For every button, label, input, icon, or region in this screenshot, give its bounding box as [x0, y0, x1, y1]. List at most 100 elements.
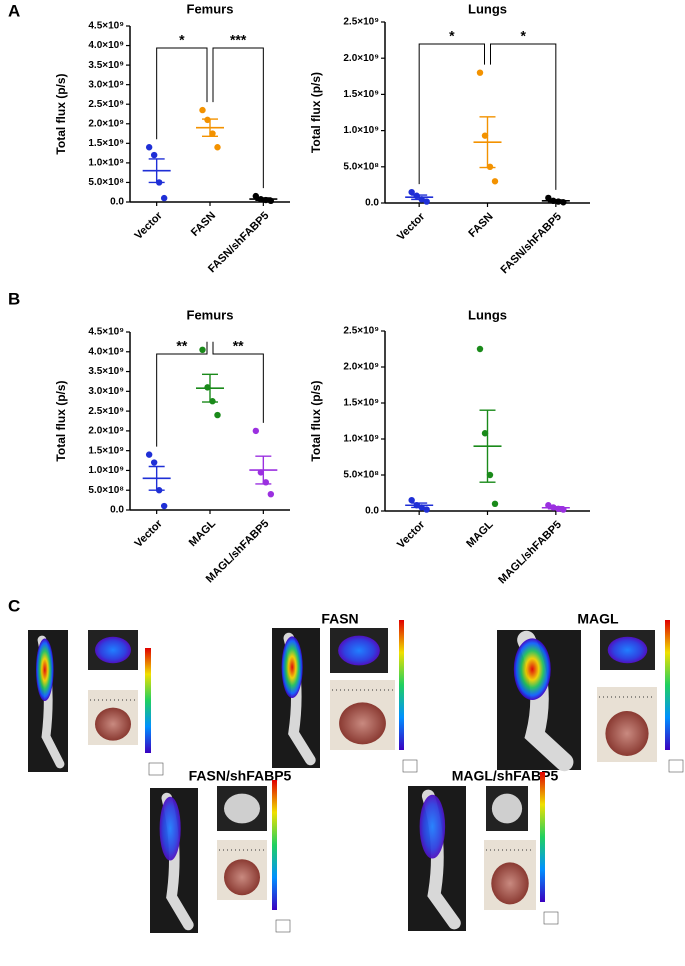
organ [224, 793, 260, 824]
error-bar [411, 502, 428, 509]
data-point [145, 451, 153, 458]
data-point [481, 132, 489, 139]
data-point [408, 497, 415, 504]
data-point [199, 106, 206, 114]
data-point [160, 502, 168, 510]
y-tick-label: 2.0×10⁹ [88, 426, 124, 437]
tissue [605, 711, 649, 756]
y-tick-label: 1.0×10⁹ [343, 434, 379, 445]
color-scale-box [668, 759, 684, 773]
y-axis-label: Total flux (p/s) [54, 73, 68, 154]
tissue [491, 862, 529, 905]
data-point [486, 163, 494, 170]
y-tick-label: 5.0×10⁸ [88, 177, 124, 188]
data-point [267, 490, 275, 498]
y-tick-label: 4.5×10⁹ [88, 21, 124, 32]
chart-title: Lungs [468, 1, 507, 16]
y-tick-label: 4.0×10⁹ [88, 40, 124, 51]
y-tick-label: 2.5×10⁹ [343, 326, 379, 337]
y-tick-label: 3.5×10⁹ [88, 366, 124, 377]
tissue [95, 707, 131, 741]
data-point [160, 194, 168, 202]
significance-bracket [156, 341, 208, 447]
x-tick-label: MAGL [187, 517, 219, 549]
tissue [339, 702, 386, 745]
x-tick-label: Vector [395, 518, 428, 551]
color-scale-box [543, 911, 559, 925]
data-point [408, 188, 415, 196]
color-scale [145, 648, 151, 753]
y-tick-label: 4.0×10⁹ [88, 346, 124, 357]
image-label: FASN/shFABP5 [189, 768, 292, 784]
significance-bracket [418, 43, 485, 185]
y-tick-label: 1.0×10⁹ [343, 125, 379, 136]
error-bar [255, 197, 272, 201]
data-point [204, 116, 211, 124]
significance-bracket [490, 43, 557, 190]
y-tick-label: 2.0×10⁹ [88, 118, 124, 129]
significance-label: *** [230, 32, 247, 48]
y-tick-label: 0.0 [110, 197, 124, 208]
x-tick-label: FASN/shFABP5 [498, 211, 564, 277]
y-tick-label: 1.5×10⁹ [88, 445, 124, 456]
y-tick-label: 0.0 [110, 505, 124, 516]
significance-label: * [179, 32, 185, 48]
organ [95, 636, 131, 664]
signal-overlay [513, 638, 551, 700]
data-point [476, 345, 484, 353]
data-point [150, 459, 158, 466]
panel-label: C [8, 596, 20, 615]
organ [607, 636, 648, 664]
significance-bracket [212, 47, 264, 189]
y-tick-label: 2.5×10⁹ [88, 406, 124, 417]
y-tick-label: 2.0×10⁹ [343, 362, 379, 373]
signal-overlay [36, 638, 54, 701]
tissue [224, 859, 260, 896]
y-axis-label: Total flux (p/s) [54, 380, 68, 461]
significance-label: * [520, 28, 526, 44]
x-tick-label: MAGL/shFABP5 [496, 519, 564, 587]
significance-label: * [449, 28, 455, 44]
data-point [199, 346, 206, 353]
image-label: MAGL [577, 611, 619, 627]
data-point [209, 398, 216, 405]
y-tick-label: 5.0×10⁸ [343, 470, 379, 481]
y-tick-label: 2.5×10⁹ [343, 17, 379, 28]
y-tick-label: 1.0×10⁹ [88, 158, 124, 169]
significance-bracket [212, 341, 264, 423]
y-tick-label: 1.5×10⁹ [343, 398, 379, 409]
error-bar [411, 194, 428, 201]
x-tick-label: FASN [189, 210, 218, 239]
chart-title: Femurs [187, 1, 234, 16]
color-scale-box [275, 919, 291, 933]
signal-overlay [419, 794, 446, 859]
y-tick-label: 4.5×10⁹ [88, 327, 124, 338]
x-tick-label: Vector [133, 209, 166, 242]
y-tick-label: 2.0×10⁹ [343, 53, 379, 64]
error-bar [202, 118, 218, 137]
color-scale-box [402, 759, 418, 773]
data-point [476, 69, 484, 76]
y-tick-label: 3.0×10⁹ [88, 79, 124, 90]
error-bar [547, 505, 564, 510]
x-tick-label: Vector [395, 210, 428, 243]
significance-bracket [156, 47, 208, 140]
panel-label: B [8, 289, 20, 308]
color-scale [540, 772, 545, 902]
y-tick-label: 5.0×10⁸ [88, 485, 124, 496]
organ [338, 635, 380, 666]
error-bar [547, 199, 564, 203]
y-tick-label: 1.5×10⁹ [88, 138, 124, 149]
data-point [214, 411, 221, 419]
data-point [481, 430, 489, 437]
image-label: FASN [321, 611, 358, 627]
error-bar [479, 116, 496, 169]
data-point [150, 151, 158, 159]
error-bar [148, 465, 165, 491]
significance-label: ** [176, 338, 187, 354]
color-scale [272, 780, 277, 910]
chart-title: Femurs [187, 307, 234, 322]
y-tick-label: 0.0 [365, 506, 379, 517]
y-tick-label: 0.0 [365, 198, 379, 209]
y-tick-label: 1.0×10⁹ [88, 465, 124, 476]
